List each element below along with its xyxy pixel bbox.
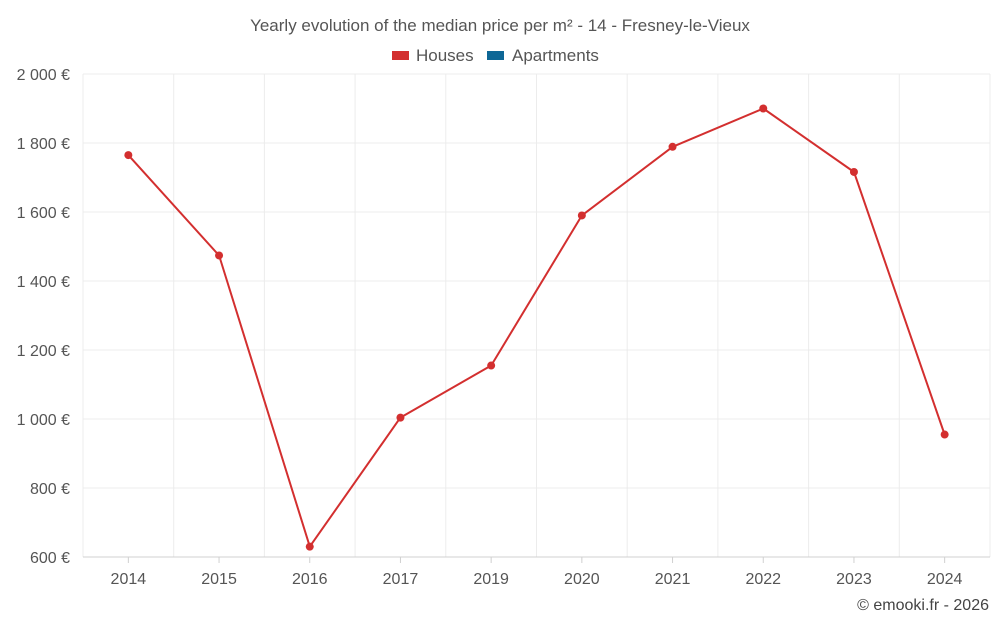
data-point-houses[interactable] [849,167,858,176]
x-gridlines [82,74,991,557]
x-tick-label: 2014 [111,571,147,588]
y-tick-label: 1 000 € [17,412,70,429]
chart-title: Yearly evolution of the median price per… [250,16,750,35]
y-axis-ticks: 600 € 800 € 1 000 € 1 200 € 1 400 € 1 600 € 1 … [17,67,70,567]
data-point-houses[interactable] [759,104,768,113]
data-point-houses[interactable] [577,211,586,220]
x-tick-label: 2021 [655,571,691,588]
y-tick-label: 2 000 € [17,67,70,84]
y-tick-label: 1 400 € [17,274,70,291]
x-tick-label: 2024 [927,571,963,588]
x-axis-ticks: 2014 2015 2016 2017 2019 2020 2021 2022 2023 2024 [111,557,963,588]
data-point-houses[interactable] [487,361,496,370]
data-point-houses[interactable] [396,413,405,422]
y-tick-label: 1 200 € [17,343,70,360]
y-tick-label: 600 € [30,550,70,567]
legend-swatch-apartments [487,51,504,60]
legend: Houses Apartments [392,46,599,65]
x-tick-label: 2015 [201,571,237,588]
credit-text: © emooki.fr - 2026 [857,597,989,614]
data-point-houses[interactable] [124,151,133,160]
y-tick-label: 800 € [30,481,70,498]
data-point-houses[interactable] [940,430,949,439]
data-point-houses[interactable] [305,542,314,551]
x-tick-label: 2020 [564,571,600,588]
series-line-houses [127,107,946,548]
data-point-houses[interactable] [668,142,677,151]
x-tick-label: 2022 [745,571,781,588]
data-point-houses[interactable] [215,251,224,260]
x-tick-label: 2017 [383,571,419,588]
series-layer [124,104,949,551]
legend-label-apartments[interactable]: Apartments [512,46,599,65]
x-tick-label: 2023 [836,571,872,588]
x-tick-label: 2019 [473,571,509,588]
y-tick-label: 1 800 € [17,136,70,153]
x-tick-label: 2016 [292,571,328,588]
legend-label-houses[interactable]: Houses [416,46,474,65]
y-tick-label: 1 600 € [17,205,70,222]
legend-swatch-houses [392,51,409,60]
